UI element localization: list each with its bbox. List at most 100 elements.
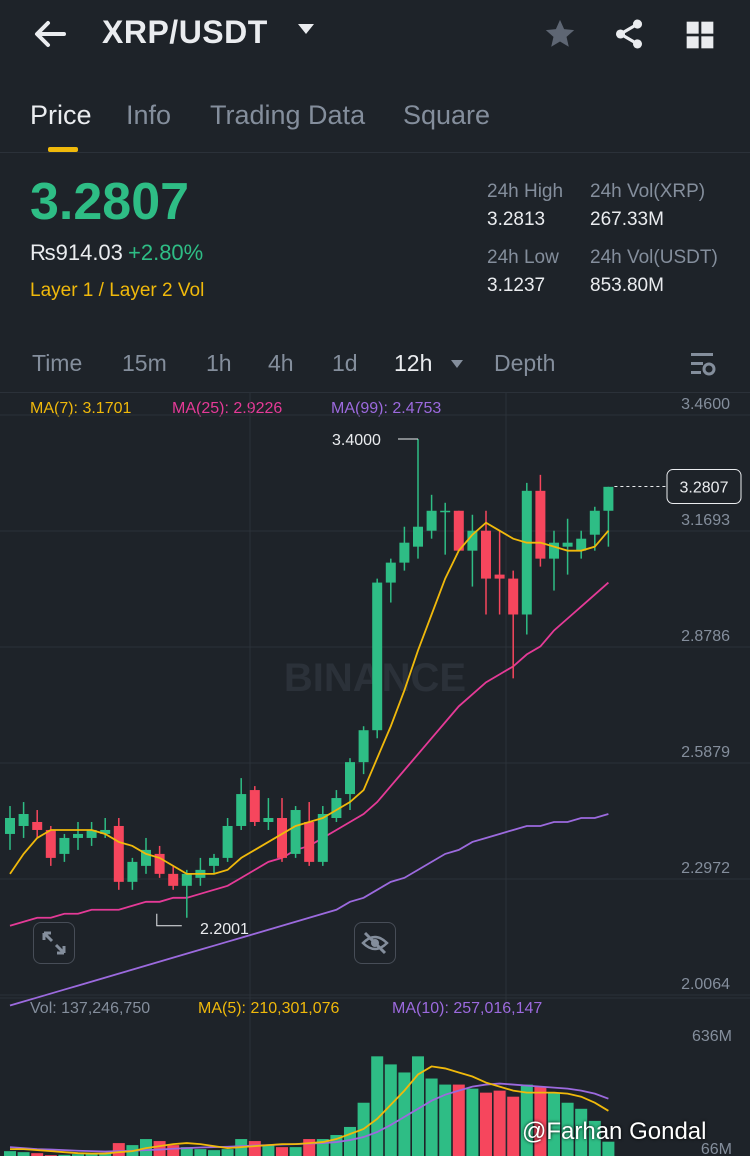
header-bar: XRP/USDT	[0, 0, 750, 70]
volume-bar	[58, 1154, 71, 1156]
volume-bar	[602, 1141, 615, 1156]
interval-1d[interactable]: 1d	[332, 350, 358, 376]
low-marker-label: 2.2001	[200, 921, 249, 938]
volume-tick-label: 636M	[692, 1028, 732, 1045]
candle-body	[576, 538, 587, 551]
volume-bar	[167, 1145, 180, 1156]
expand-icon	[42, 931, 66, 955]
candle-body	[236, 794, 247, 826]
candle-body	[358, 730, 369, 763]
volume-tick-label: 66M	[701, 1141, 732, 1156]
low-marker-line	[156, 913, 182, 927]
grid-icon[interactable]	[684, 19, 716, 51]
candle-body	[467, 530, 478, 551]
volume-bar	[588, 1120, 601, 1156]
candle-body	[32, 821, 43, 830]
candlestick-chart[interactable]: BINANCE 3.46003.16932.87862.58792.29722.…	[0, 393, 750, 1156]
interval-time[interactable]: Time	[32, 350, 83, 376]
category-tag[interactable]: Layer 1 / Layer 2 Vol	[30, 280, 204, 302]
candle-body	[453, 510, 464, 551]
vol-usdt-value: 853.80M	[590, 275, 664, 296]
candle-body	[249, 790, 260, 822]
vol-tag[interactable]: Vol	[177, 280, 205, 301]
candle-body	[277, 817, 287, 858]
candle-body	[100, 829, 111, 834]
share-icon[interactable]	[612, 17, 646, 51]
volume-bar	[534, 1086, 547, 1156]
interval-4h[interactable]: 4h	[268, 350, 294, 376]
volume-bar	[507, 1096, 520, 1156]
volume-bar	[412, 1056, 424, 1156]
back-arrow-icon[interactable]	[30, 14, 70, 54]
candle-body	[426, 510, 437, 531]
candle-body	[385, 562, 396, 583]
tab-price[interactable]: Price	[30, 100, 92, 130]
volume-bar	[303, 1139, 316, 1156]
candle-body	[345, 762, 355, 795]
interval-caret-icon[interactable]	[451, 360, 463, 368]
ma7-polyline	[9, 521, 610, 875]
vol-usdt-label: 24h Vol(USDT)	[590, 247, 718, 268]
volume-bar	[208, 1150, 220, 1156]
volume-bar	[248, 1141, 261, 1156]
candle-body	[209, 857, 219, 866]
ma7-line	[9, 521, 610, 875]
volume-bar	[439, 1084, 452, 1156]
candle-body	[549, 542, 559, 559]
candle-body	[45, 829, 56, 858]
volume-bar	[575, 1108, 588, 1156]
eye-off-icon	[361, 931, 389, 955]
volume-ma5-legend: MA(5): 210,301,076	[198, 1000, 340, 1017]
vol-xrp-value: 267.33M	[590, 209, 664, 230]
price-tick-label: 3.1693	[681, 512, 730, 529]
volume-legend: Vol: 137,246,750	[30, 1000, 151, 1017]
volume-bar	[276, 1147, 288, 1156]
candle-body	[589, 510, 600, 535]
volume-bar	[561, 1102, 574, 1156]
volume-chart: 636M 66M	[4, 1028, 732, 1156]
candle-body	[562, 542, 573, 547]
candle-body	[154, 853, 165, 874]
ma7-legend: MA(7): 3.1701	[30, 400, 132, 417]
interval-15m[interactable]: 15m	[122, 350, 167, 376]
high-value: 3.2813	[487, 209, 546, 230]
pair-title[interactable]: XRP/USDT	[102, 14, 268, 50]
star-icon[interactable]	[543, 17, 577, 51]
candle-body	[481, 530, 491, 579]
volume-bar	[548, 1092, 560, 1156]
volume-bar	[425, 1078, 438, 1156]
candle-body	[413, 526, 423, 547]
volume-bar	[520, 1084, 533, 1156]
candle-body	[168, 873, 179, 886]
candle-body	[535, 490, 546, 559]
hide-indicators-button[interactable]	[354, 922, 396, 964]
interval-1h[interactable]: 1h	[206, 350, 232, 376]
candle-body	[440, 510, 451, 513]
candle-body	[317, 814, 328, 862]
high-label: 24h High	[487, 181, 564, 202]
candle-body	[263, 817, 274, 822]
candle-body	[603, 486, 614, 511]
volume-bar	[289, 1147, 302, 1156]
volume-bar	[371, 1056, 384, 1156]
price-change: +2.80%	[128, 240, 204, 265]
candle-body	[331, 798, 342, 818]
category-tag-text[interactable]: Layer 1 / Layer 2	[30, 280, 173, 301]
interval-depth[interactable]: Depth	[494, 350, 556, 376]
candles	[5, 438, 614, 918]
candle-body	[521, 490, 532, 615]
candle-body	[399, 542, 410, 563]
tab-square[interactable]: Square	[403, 100, 491, 130]
ma99-line	[9, 813, 609, 1007]
volume-bar	[112, 1143, 125, 1156]
tab-trading-data[interactable]: Trading Data	[210, 100, 366, 130]
volume-bar	[85, 1153, 98, 1156]
caret-down-icon[interactable]	[298, 24, 314, 34]
interval-12h[interactable]: 12h	[394, 350, 433, 376]
chart-settings-icon[interactable]	[688, 350, 718, 378]
tab-info[interactable]: Info	[126, 100, 172, 130]
price-axis: 3.4600 3.1693 2.8786 2.5879 2.2972 2.0064	[681, 396, 730, 993]
active-tab-indicator	[48, 147, 78, 152]
ma25-polyline	[9, 581, 609, 927]
expand-chart-button[interactable]	[33, 922, 75, 964]
